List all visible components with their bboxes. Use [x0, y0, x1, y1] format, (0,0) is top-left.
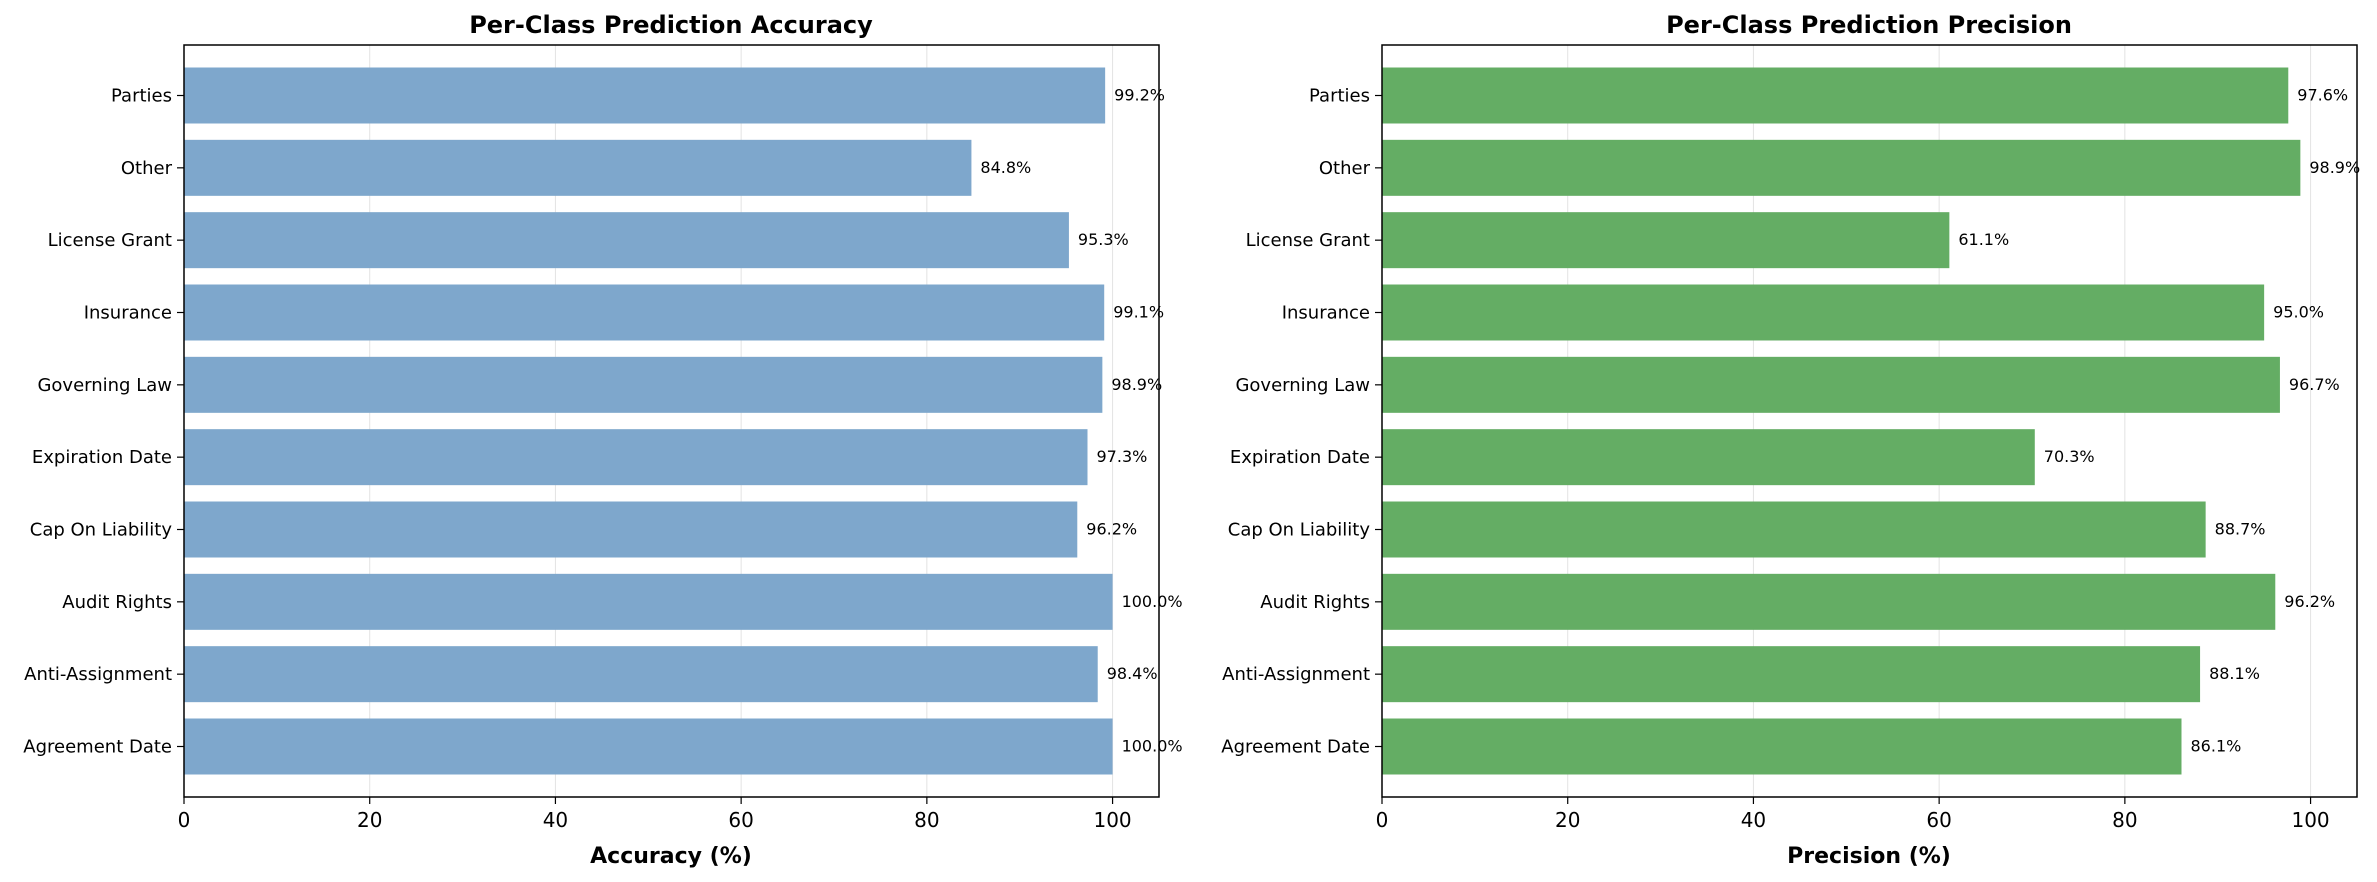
y-tick-label: Expiration Date	[1230, 447, 1370, 468]
bar	[184, 284, 1105, 341]
data-label: 96.2%	[2284, 592, 2335, 611]
x-tick-label: 60	[1926, 808, 1951, 832]
x-axis-label: Precision (%)	[1787, 844, 1951, 869]
data-label: 100.0%	[1122, 592, 1183, 611]
y-tick-label: License Grant	[48, 230, 172, 251]
bar	[184, 212, 1069, 269]
data-label: 95.3%	[1078, 230, 1129, 249]
accuracy-chart: Per-Class Prediction Accuracy Accuracy (…	[23, 11, 1182, 869]
data-label: 100.0%	[1122, 737, 1183, 756]
data-label: 98.9%	[1111, 375, 1162, 394]
x-tick-label: 60	[728, 808, 753, 832]
bar	[1382, 429, 2035, 486]
y-tick-label: Audit Rights	[62, 592, 172, 613]
y-tick-label: Insurance	[84, 303, 172, 324]
bar	[1382, 212, 1950, 269]
bar	[184, 646, 1098, 703]
axes-frame	[183, 44, 1160, 798]
y-tick-label: Agreement Date	[1221, 737, 1370, 758]
bar	[1382, 356, 2280, 413]
bar	[1382, 718, 2182, 775]
y-tick-label: Agreement Date	[23, 737, 172, 758]
data-label: 98.9%	[2309, 158, 2360, 177]
x-tick-label: 0	[178, 808, 191, 832]
y-tick-label: Governing Law	[37, 375, 172, 396]
data-label: 99.2%	[1114, 86, 1165, 105]
y-tick-label: Audit Rights	[1260, 592, 1370, 613]
bar	[184, 573, 1113, 630]
y-tick-label: Parties	[1309, 86, 1370, 107]
data-label: 99.1%	[1113, 303, 1164, 322]
data-label: 84.8%	[980, 158, 1031, 177]
precision-chart: Per-Class Prediction Precision Precision…	[1221, 11, 2360, 869]
bar	[1382, 573, 2276, 630]
data-label: 97.6%	[2297, 86, 2348, 105]
bar	[184, 139, 972, 196]
data-label: 98.4%	[1107, 664, 1158, 683]
x-tick-label: 100	[1093, 808, 1131, 832]
data-label: 95.0%	[2273, 303, 2324, 322]
y-tick-label: Other	[121, 158, 173, 179]
y-tick-label: Cap On Liability	[1228, 520, 1371, 541]
y-tick-label: License Grant	[1246, 230, 1370, 251]
y-tick-label: Anti-Assignment	[24, 664, 172, 685]
chart-title: Per-Class Prediction Precision	[1666, 11, 2072, 39]
bar	[1382, 67, 2289, 124]
axes-frame	[1381, 44, 2358, 798]
data-label: 88.7%	[2215, 520, 2266, 539]
data-label: 96.7%	[2289, 375, 2340, 394]
data-label: 86.1%	[2191, 737, 2242, 756]
data-label: 97.3%	[1097, 447, 1148, 466]
x-tick-label: 40	[1741, 808, 1766, 832]
data-label: 88.1%	[2209, 664, 2260, 683]
x-tick-label: 20	[357, 808, 382, 832]
chart-title: Per-Class Prediction Accuracy	[469, 11, 873, 39]
bar	[1382, 284, 2265, 341]
y-tick-label: Governing Law	[1235, 375, 1370, 396]
y-tick-label: Insurance	[1282, 303, 1370, 324]
y-tick-label: Cap On Liability	[30, 520, 173, 541]
bar	[1382, 139, 2301, 196]
bar	[1382, 646, 2201, 703]
bar	[184, 356, 1103, 413]
data-label: 96.2%	[1086, 520, 1137, 539]
bar	[184, 67, 1106, 124]
data-label: 70.3%	[2044, 447, 2095, 466]
bar	[184, 429, 1088, 486]
y-tick-label: Parties	[111, 86, 172, 107]
data-label: 61.1%	[1958, 230, 2009, 249]
x-tick-label: 20	[1555, 808, 1580, 832]
bar	[184, 501, 1078, 558]
x-tick-label: 40	[543, 808, 568, 832]
y-tick-label: Other	[1319, 158, 1371, 179]
y-tick-label: Anti-Assignment	[1222, 664, 1370, 685]
x-tick-label: 100	[2291, 808, 2329, 832]
x-tick-label: 80	[2112, 808, 2137, 832]
y-tick-label: Expiration Date	[32, 447, 172, 468]
x-tick-label: 80	[914, 808, 939, 832]
bar	[1382, 501, 2206, 558]
bar	[184, 718, 1113, 775]
x-tick-label: 0	[1376, 808, 1389, 832]
x-axis-label: Accuracy (%)	[590, 844, 752, 869]
